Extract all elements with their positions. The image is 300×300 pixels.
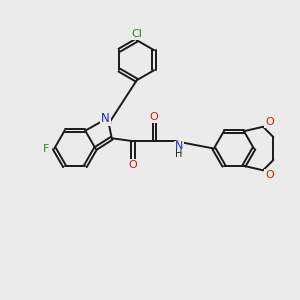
Text: H: H: [175, 149, 182, 159]
Text: O: O: [128, 160, 137, 170]
Text: O: O: [265, 170, 274, 180]
Text: F: F: [43, 143, 49, 154]
Text: Cl: Cl: [131, 29, 142, 39]
Text: O: O: [150, 112, 158, 122]
Text: N: N: [101, 112, 110, 125]
Text: O: O: [265, 117, 274, 128]
Text: N: N: [175, 142, 183, 152]
